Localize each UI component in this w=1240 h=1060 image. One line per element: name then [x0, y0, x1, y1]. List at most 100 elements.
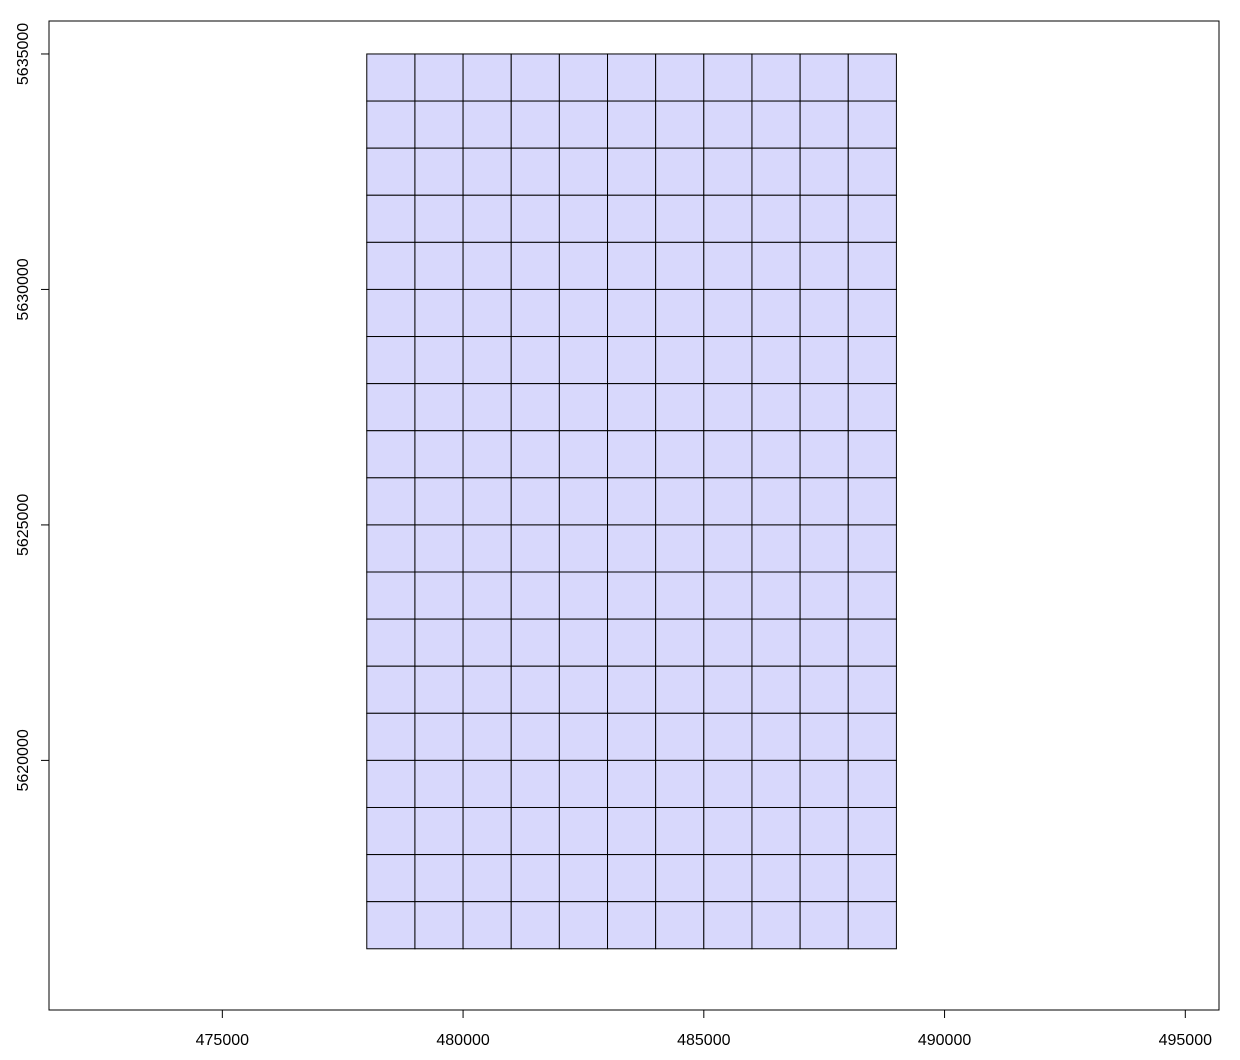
grid-cell — [510, 477, 560, 526]
grid-cell — [703, 524, 753, 573]
grid-cell — [462, 571, 512, 620]
grid-cell — [414, 759, 464, 809]
grid-cell — [558, 241, 609, 290]
grid-cell — [751, 759, 801, 809]
grid-cell — [366, 336, 416, 385]
grid-cell — [751, 53, 801, 102]
grid-cell — [414, 383, 464, 432]
grid-cell — [510, 383, 560, 432]
grid-cell — [462, 665, 512, 714]
grid-cell — [799, 712, 849, 761]
grid-cell — [799, 241, 849, 290]
grid-cell — [366, 383, 416, 432]
grid-cell — [703, 147, 753, 196]
grid-cell — [703, 571, 753, 620]
grid-cell — [847, 854, 897, 903]
grid-cell — [703, 665, 753, 714]
grid-cell — [510, 100, 560, 149]
grid-cell — [799, 288, 849, 338]
grid-cell — [751, 854, 801, 903]
x-tick-label: 490000 — [918, 1032, 971, 1049]
grid-cell — [366, 806, 416, 856]
grid-cell — [607, 430, 657, 479]
grid-cell — [607, 618, 657, 667]
grid-cell — [703, 383, 753, 432]
grid-cell — [751, 100, 801, 149]
grid-cell — [558, 759, 609, 809]
grid-cell — [799, 430, 849, 479]
x-tick-label: 475000 — [196, 1032, 249, 1049]
grid-cell — [510, 806, 560, 856]
grid-cell — [462, 53, 512, 102]
y-tick-label: 5620000 — [15, 729, 32, 791]
grid-cell — [558, 383, 609, 432]
grid-cell — [462, 524, 512, 573]
grid-cell — [607, 241, 657, 290]
grid-cell — [703, 288, 753, 338]
grid-cell — [462, 336, 512, 385]
grid-cell — [751, 430, 801, 479]
x-tick-label: 485000 — [677, 1032, 730, 1049]
grid-cell — [607, 288, 657, 338]
grid-cell — [847, 288, 897, 338]
y-tick-label: 5625000 — [15, 494, 32, 556]
grid-cell — [414, 288, 464, 338]
grid-cell — [799, 759, 849, 809]
grid-cell — [462, 383, 512, 432]
grid-cell — [558, 712, 609, 761]
grid-cell — [558, 806, 609, 856]
grid-cell — [655, 241, 705, 290]
grid-cell — [799, 194, 849, 243]
grid-cell — [462, 241, 512, 290]
grid-cell — [462, 618, 512, 667]
grid-cell — [462, 147, 512, 196]
grid-cell — [655, 100, 705, 149]
grid-cell — [703, 100, 753, 149]
grid-cell — [366, 571, 416, 620]
grid-cell — [703, 477, 753, 526]
grid-cell — [799, 100, 849, 149]
grid-cell — [558, 618, 609, 667]
grid-cell — [847, 147, 897, 196]
grid-cell — [558, 430, 609, 479]
grid-cell — [799, 524, 849, 573]
grid-cell — [703, 712, 753, 761]
grid-cell — [510, 194, 560, 243]
grid-cell — [607, 665, 657, 714]
grid-cell — [655, 571, 705, 620]
grid-cell — [414, 524, 464, 573]
grid-cell — [751, 524, 801, 573]
grid-cell — [607, 524, 657, 573]
grid-cell — [414, 712, 464, 761]
grid-cell — [751, 618, 801, 667]
grid-cell — [655, 147, 705, 196]
grid-cell — [847, 53, 897, 102]
grid-cell — [607, 53, 657, 102]
grid-cell — [366, 618, 416, 667]
grid-cell — [799, 901, 849, 950]
grid-cell — [847, 665, 897, 714]
grid-cell — [414, 806, 464, 856]
grid-cell — [655, 477, 705, 526]
y-tick-label: 5635000 — [15, 23, 32, 85]
grid-cell — [510, 53, 560, 102]
grid-cell — [510, 288, 560, 338]
grid-cell — [558, 901, 609, 950]
grid-cell — [847, 759, 897, 809]
grid-cell — [799, 477, 849, 526]
grid-cell — [751, 665, 801, 714]
grid-cell — [655, 806, 705, 856]
grid-cell — [847, 806, 897, 856]
grid-cell — [366, 524, 416, 573]
grid-cell — [462, 854, 512, 903]
grid-cell — [558, 665, 609, 714]
grid-cell — [558, 854, 609, 903]
grid-cell — [751, 336, 801, 385]
x-axis: 475000 480000 485000 490000 495000 — [196, 1010, 1212, 1049]
x-tick-label: 480000 — [436, 1032, 489, 1049]
grid-cell — [847, 571, 897, 620]
grid-cell — [510, 854, 560, 903]
grid-cell — [607, 901, 657, 950]
grid-cell — [462, 194, 512, 243]
grid-cell — [847, 383, 897, 432]
